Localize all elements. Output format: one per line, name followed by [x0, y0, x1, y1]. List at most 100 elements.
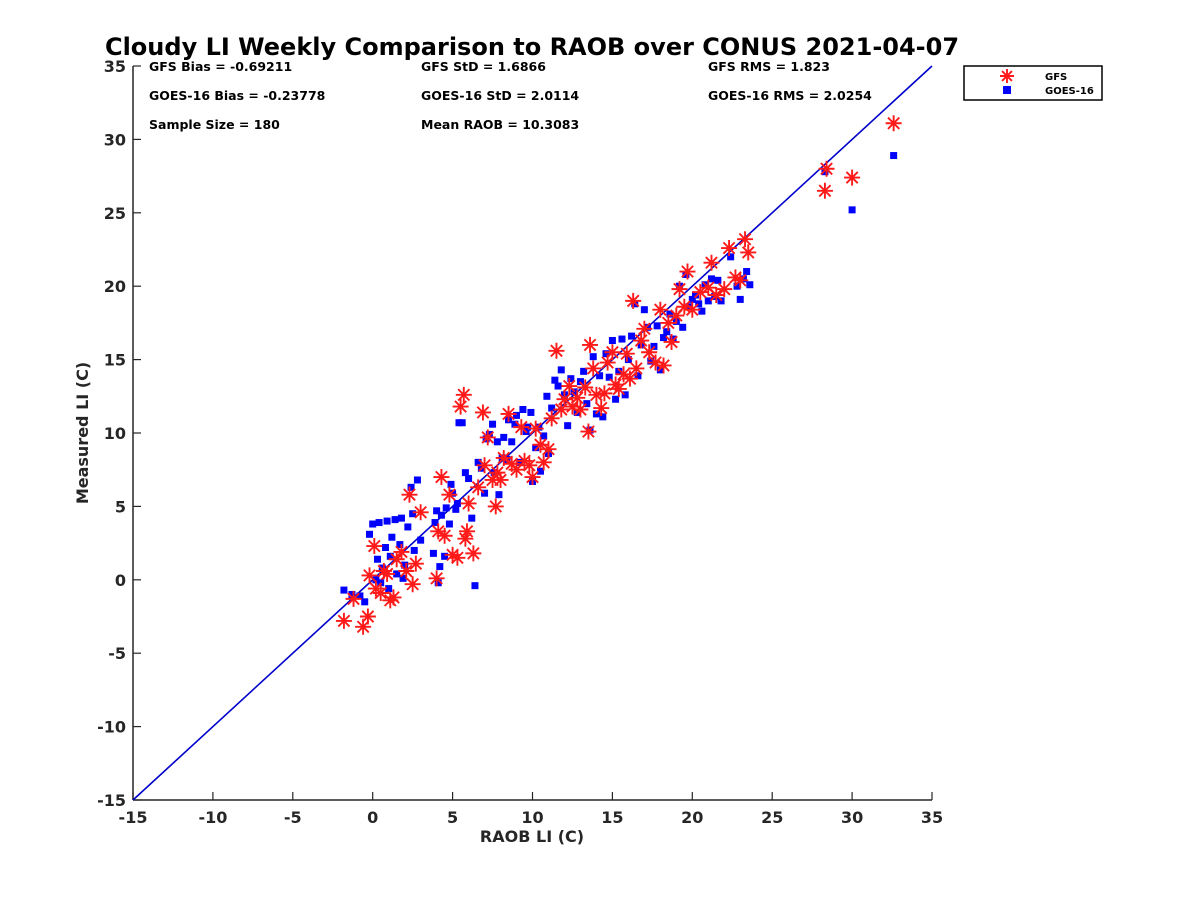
goes16-point [644, 323, 652, 331]
gfs-point [844, 169, 861, 186]
gfs-point [492, 471, 509, 488]
goes16-point [564, 422, 572, 430]
gfs-point [668, 307, 685, 324]
gfs-point [816, 182, 833, 199]
gfs-point [393, 543, 410, 560]
goes16-point [599, 413, 607, 421]
goes16-point [381, 544, 389, 552]
goes16-point [500, 433, 508, 441]
gfs-point [676, 298, 693, 315]
goes16-point [441, 552, 449, 560]
goes16-point [890, 152, 898, 160]
stat-annotation: Sample Size = 180 [149, 117, 280, 132]
goes16-point [433, 507, 441, 515]
legend-label: GOES-16 [1045, 86, 1094, 97]
y-tick-label: -5 [108, 644, 126, 663]
goes16-point [489, 420, 497, 428]
goes16-point [453, 499, 461, 507]
gfs-point [580, 423, 597, 440]
gfs-point [700, 279, 717, 296]
y-tick-label: -15 [97, 791, 126, 810]
goes16-point [401, 561, 409, 569]
y-tick-label: 30 [104, 130, 126, 149]
goes16-point [407, 483, 415, 491]
goes16-point [519, 406, 527, 414]
gfs-point [561, 378, 578, 395]
goes16-point [666, 310, 674, 318]
gfs-point [474, 404, 491, 421]
gfs-point [487, 498, 504, 515]
goes16-point [624, 356, 632, 364]
goes16-point [385, 585, 393, 593]
goes16-point [707, 275, 715, 283]
goes16-point [602, 350, 610, 358]
goes16-point [436, 563, 444, 571]
gfs-point [548, 342, 565, 359]
gfs-point [692, 284, 709, 301]
gfs-point [641, 344, 658, 361]
gfs-point [818, 160, 835, 177]
goes16-point [608, 337, 616, 345]
goes16-point [704, 297, 712, 305]
goes16-point [567, 375, 575, 383]
gfs-point [452, 398, 469, 415]
gfs-point [737, 231, 754, 248]
gfs-point [633, 332, 650, 349]
goes16-point [516, 458, 524, 466]
legend-label: GFS [1045, 72, 1067, 83]
goes16-point [369, 520, 377, 528]
goes16-point [474, 458, 482, 466]
y-tick-label: 0 [115, 571, 126, 590]
goes16-point [397, 514, 405, 522]
goes16-point [580, 367, 588, 375]
goes16-point [393, 570, 401, 578]
gfs-point [647, 354, 664, 371]
x-tick-label: 20 [681, 808, 703, 827]
gfs-point [535, 454, 552, 471]
goes16-point [386, 552, 394, 560]
goes16-point [388, 533, 396, 541]
gfs-point [716, 281, 733, 298]
y-axis-label: Measured LI (C) [73, 362, 92, 504]
goes16-point [417, 536, 425, 544]
goes16-point [605, 373, 613, 381]
goes16-point [618, 335, 626, 343]
goes16-point [532, 444, 540, 452]
goes16-point [468, 514, 476, 522]
gfs-point [359, 608, 376, 625]
goes16-point [663, 328, 671, 336]
gfs-point [572, 401, 589, 418]
goes16-point [615, 367, 623, 375]
goes16-point [513, 411, 521, 419]
stat-annotation: GOES-16 Bias = -0.23778 [149, 88, 325, 103]
legend: GFS GOES-16 [963, 65, 1103, 101]
goes16-point [698, 307, 706, 315]
gfs-point [460, 495, 477, 512]
gfs-point [444, 546, 461, 563]
y-tick-label: 35 [104, 57, 126, 76]
stat-annotation: GFS StD = 1.6866 [421, 59, 546, 74]
goes16-point [557, 366, 565, 374]
gfs-point [345, 590, 362, 607]
goes16-point [471, 582, 479, 590]
gfs-point [489, 464, 506, 481]
gfs-point [732, 272, 749, 289]
chart-title: Cloudy LI Weekly Comparison to RAOB over… [105, 33, 959, 61]
goes16-point [375, 519, 383, 527]
goes16-point [413, 476, 421, 484]
goes16-point [396, 541, 404, 549]
gfs-point [458, 523, 475, 540]
gfs-point [495, 449, 512, 466]
gfs-point [684, 301, 701, 318]
goes16-point [447, 480, 455, 488]
statistics-annotations: GFS Bias = -0.69211 GFS StD = 1.6866 GFS R… [149, 59, 872, 132]
gfs-point [604, 344, 621, 361]
goes16-point [361, 598, 369, 606]
gfs-point [618, 345, 635, 362]
gfs-point [577, 379, 594, 396]
y-tick-label: 20 [104, 277, 126, 296]
goes16-point [449, 489, 457, 497]
x-tick-label: 0 [367, 808, 378, 827]
gfs-point [610, 380, 627, 397]
gfs-point [412, 504, 429, 521]
